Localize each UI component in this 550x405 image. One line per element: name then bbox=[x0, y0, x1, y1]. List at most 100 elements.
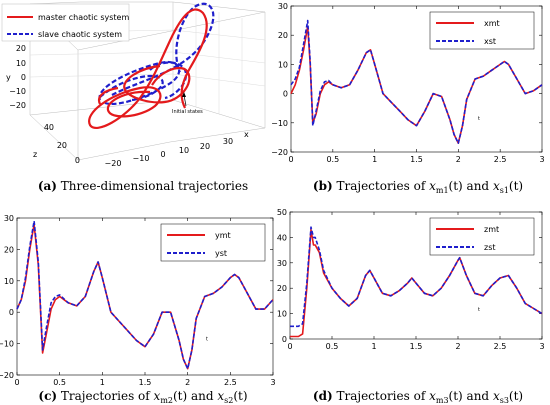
panel-c-point-ymt bbox=[55, 299, 56, 300]
panel-b-point-xst bbox=[295, 78, 296, 79]
panel-b-point-xst bbox=[382, 93, 383, 94]
panel-d-xtick-label: 2.5 bbox=[494, 342, 507, 351]
panel-b-xtick-label: 1.5 bbox=[410, 155, 423, 164]
panel-b-legend-label-xmt: xmt bbox=[484, 19, 500, 28]
panel-c-point-yst bbox=[25, 277, 26, 278]
panel-c-legend-box bbox=[160, 223, 266, 262]
panel-b-xtick-label: 0.5 bbox=[326, 155, 339, 164]
panel-c-ytick-label: 10 bbox=[4, 277, 14, 286]
panel-b-point-xst bbox=[324, 81, 325, 82]
panel-a-master-trajectory bbox=[88, 8, 208, 130]
panel-b-point-xst bbox=[408, 119, 409, 120]
panel-b-point-xst bbox=[366, 52, 367, 53]
panel-a-xtick-m10: −10 bbox=[133, 154, 150, 163]
panel-c-point-yst bbox=[97, 261, 98, 262]
panel-b-xtick-label: 3 bbox=[539, 155, 544, 164]
panel-c-point-yst bbox=[136, 340, 137, 341]
panel-d-point-zmt bbox=[315, 244, 316, 245]
panel-c-point-yst bbox=[238, 277, 239, 278]
panel-c-xtick-label: 1 bbox=[100, 378, 105, 387]
panel-c-point-yst bbox=[38, 261, 39, 262]
panel-a-caption: (a) Three-dimensional trajectories bbox=[38, 179, 248, 193]
panel-b-point-xst bbox=[316, 111, 317, 112]
panel-d-legend: zmt zst bbox=[429, 217, 535, 256]
panel-d-point-zst bbox=[457, 260, 458, 261]
panel-c-point-yst bbox=[234, 274, 235, 275]
panel-b-point-xst bbox=[508, 64, 509, 65]
panel-d-point-zst bbox=[466, 275, 467, 276]
panel-b-point-xst bbox=[357, 70, 358, 71]
panel-a-annotation: Initial states bbox=[172, 92, 203, 115]
panel-b-point-xst bbox=[320, 90, 321, 91]
panel-b-point-xst bbox=[374, 64, 375, 65]
panel-c-xtick-label: 2 bbox=[185, 378, 190, 387]
panel-d-legend-label-zmt: zmt bbox=[484, 225, 499, 234]
panel-a-initial-states-label: Initial states bbox=[172, 109, 203, 115]
panel-c-point-yst bbox=[46, 324, 47, 325]
panel-c-legend-label-yst: yst bbox=[215, 249, 227, 258]
panel-b-point-xst bbox=[424, 111, 425, 112]
panel-b-point-xst bbox=[483, 75, 484, 76]
panel-d-xtick-label: 1 bbox=[371, 342, 376, 351]
panel-a-legend-slave: slave chaotic system bbox=[38, 30, 122, 39]
panel-d-point-zst bbox=[415, 283, 416, 284]
panel-a-ytick-0: 0 bbox=[21, 73, 26, 82]
panel-a-ylabel: y bbox=[6, 73, 11, 82]
panel-b-point-xst bbox=[307, 20, 308, 21]
panel-d-point-zmt bbox=[302, 333, 303, 334]
panel-c-point-yst bbox=[76, 305, 77, 306]
panel-c-point-yst bbox=[51, 302, 52, 303]
panel-b-point-xst bbox=[533, 90, 534, 91]
panel-b-legend: xmt xst bbox=[429, 11, 535, 50]
panel-d-point-zmt bbox=[298, 336, 299, 337]
panel-b-point-xst bbox=[341, 87, 342, 88]
panel-b-xtick-label: 2 bbox=[456, 155, 461, 164]
panel-c-point-yst bbox=[93, 271, 94, 272]
panel-c-point-yst bbox=[196, 318, 197, 319]
panel-c-point-yst bbox=[21, 299, 22, 300]
panel-a-legend-master: master chaotic system bbox=[38, 13, 129, 22]
panel-a-ztick-40: 40 bbox=[44, 123, 54, 132]
panel-b-point-xst bbox=[516, 78, 517, 79]
panel-d-legend-label-zst: zst bbox=[484, 243, 496, 252]
panel-b-ytick-label: −10 bbox=[271, 119, 288, 128]
panel-d-ytick-label: 0 bbox=[282, 335, 287, 344]
panel-c-xlabel: t bbox=[206, 336, 208, 342]
panel-b-point-xst bbox=[525, 93, 526, 94]
panel-c-ytick-label: 0 bbox=[9, 308, 14, 317]
panel-b-point-xst bbox=[332, 84, 333, 85]
panel-c-point-ymt bbox=[59, 296, 60, 297]
panel-a-legend: master chaotic system slave chaotic syst… bbox=[1, 3, 129, 42]
panel-c-xtick-label: 2.5 bbox=[224, 378, 237, 387]
panel-d-point-zst bbox=[424, 293, 425, 294]
panel-c-ytick-label: −10 bbox=[0, 340, 14, 349]
panel-c-point-yst bbox=[191, 349, 192, 350]
panel-d-point-zst bbox=[310, 227, 311, 228]
panel-c-xtick-label: 0 bbox=[14, 378, 19, 387]
panel-b-point-xst bbox=[303, 43, 304, 44]
panel-d-point-zst bbox=[525, 303, 526, 304]
panel-b-point-xmt bbox=[324, 84, 325, 85]
panel-c-point-yst bbox=[127, 330, 128, 331]
panel-d-point-zst bbox=[298, 326, 299, 327]
panel-b-ytick-label: 30 bbox=[278, 2, 288, 11]
panel-d-ytick-label: 20 bbox=[277, 284, 287, 293]
panel-c-ytick-label: 30 bbox=[4, 214, 14, 223]
panel-c-point-yst bbox=[59, 294, 60, 295]
panel-b-point-xst bbox=[541, 84, 542, 85]
panel-c-xtick-label: 3 bbox=[270, 378, 275, 387]
panel-a-ytick-m20: −20 bbox=[9, 101, 26, 110]
panel-a-x-ticks: −20 −10 0 10 20 30 x bbox=[105, 130, 249, 168]
panel-b-legend-box bbox=[429, 11, 535, 50]
panel-a-xtick-30: 30 bbox=[223, 137, 233, 146]
panel-b-point-xst bbox=[504, 61, 505, 62]
panel-d-point-zst bbox=[541, 313, 542, 314]
panel-d-point-zst bbox=[369, 270, 370, 271]
panel-c-point-yst bbox=[55, 296, 56, 297]
panel-b-point-xst bbox=[299, 67, 300, 68]
panel-c-trajectories-x2: 0 0.5 1 1.5 2 2.5 3 −20 −10 0 10 20 30 t ymt yst (c) Tra… bbox=[0, 214, 276, 405]
panel-c-point-yst bbox=[119, 321, 120, 322]
panel-c-point-yst bbox=[213, 293, 214, 294]
